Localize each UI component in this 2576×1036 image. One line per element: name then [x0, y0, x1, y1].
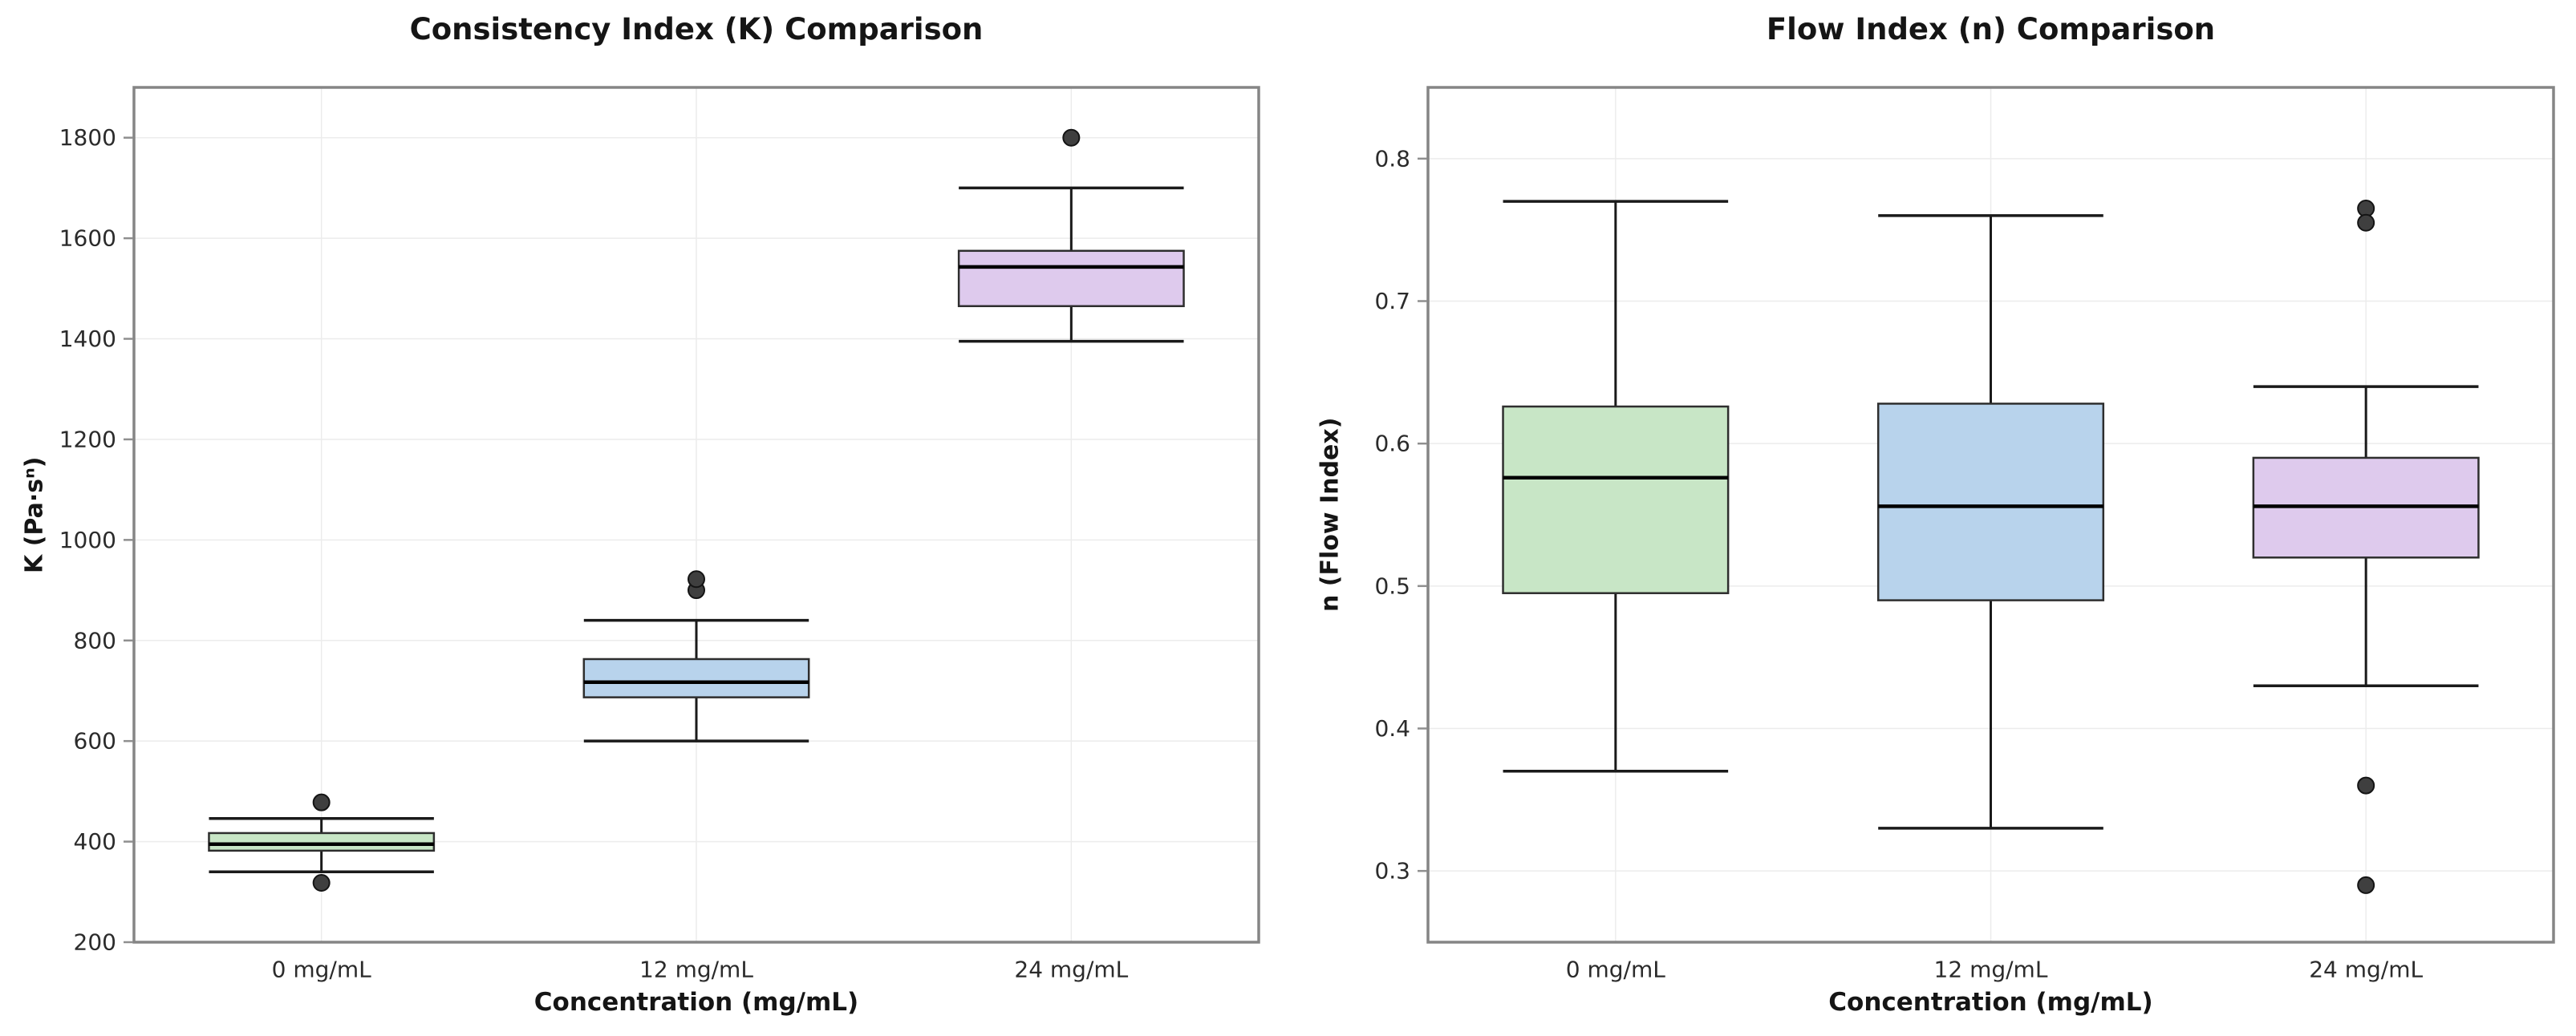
x-tick-label: 24 mg/mL: [2309, 957, 2423, 983]
x-tick-label: 0 mg/mL: [272, 957, 371, 983]
y-tick-label: 400: [74, 828, 116, 855]
outlier-point: [688, 570, 705, 589]
iqr-box: [1502, 405, 1730, 594]
chart-flow-index: Flow Index (n) Comparison n (Flow Index)…: [1288, 0, 2576, 1036]
iqr-box: [1876, 403, 2105, 601]
y-tick-label: 1600: [59, 225, 116, 252]
iqr-box: [957, 249, 1185, 308]
x-tick-label: 12 mg/mL: [1934, 957, 2048, 983]
chart-title: Consistency Index (K) Comparison: [409, 12, 984, 47]
x-tick-label: 12 mg/mL: [639, 957, 753, 983]
outlier-point: [1062, 128, 1081, 147]
x-axis-label: Concentration (mg/mL): [533, 988, 859, 1017]
y-tick-label: 1800: [59, 124, 116, 151]
boxplot-svg: 0.3 0.4 0.5 0.6 0.7 0.8 0 mg/mL 12 mg/mL 24 mg/m…: [1374, 86, 2555, 983]
x-tick-label: 24 mg/mL: [1014, 957, 1128, 983]
chart-title: Flow Index (n) Comparison: [1766, 12, 2216, 47]
outlier-point: [2357, 776, 2375, 795]
outlier-point: [2357, 876, 2375, 894]
outlier-point: [2357, 213, 2375, 232]
outlier-point: [312, 793, 331, 811]
boxplot-svg: 200 400 600 800 1000 1200 1400 1600 1800 0 mg/mL 1…: [59, 86, 1260, 983]
iqr-box: [582, 658, 810, 698]
y-tick-label: 0.4: [1374, 715, 1410, 742]
plot-border: [132, 86, 1260, 944]
y-tick-label: 1200: [59, 426, 116, 452]
y-tick-label: 0.7: [1374, 288, 1410, 314]
y-tick-label: 1400: [59, 326, 116, 352]
outlier-point: [312, 874, 331, 892]
y-tick-label: 200: [74, 929, 116, 956]
x-axis-label: Concentration (mg/mL): [1828, 988, 2153, 1017]
plot-border: [1426, 86, 2555, 944]
y-tick-label: 800: [74, 627, 116, 654]
y-tick-label: 0.5: [1374, 573, 1410, 599]
y-tick-label: 0.8: [1374, 145, 1410, 172]
x-tick-label: 0 mg/mL: [1566, 957, 1665, 983]
chart-consistency-index: Consistency Index (K) Comparison K (Pa·s…: [21, 12, 1260, 1017]
iqr-box: [208, 832, 436, 852]
y-tick-label: 600: [74, 728, 116, 755]
y-tick-label: 0.6: [1374, 431, 1410, 457]
y-tick-label: 1000: [59, 527, 116, 553]
y-tick-label: 0.3: [1374, 858, 1410, 884]
